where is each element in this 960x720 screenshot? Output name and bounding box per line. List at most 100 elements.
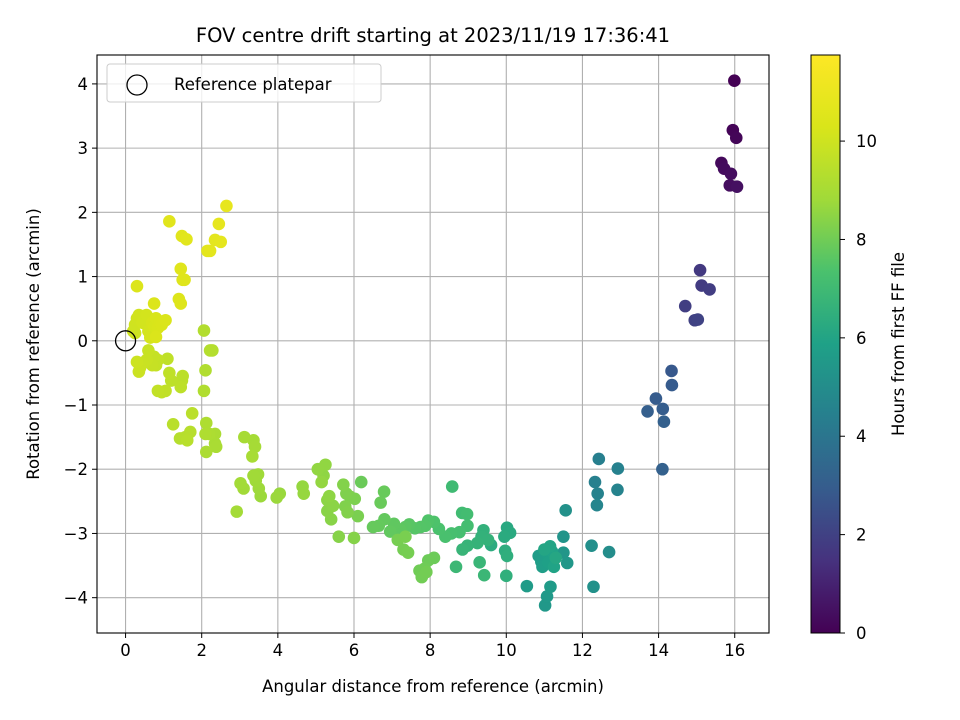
- data-point: [649, 392, 663, 405]
- data-point: [456, 543, 469, 556]
- data-point: [730, 180, 744, 193]
- data-point: [174, 297, 188, 310]
- y-tick-label: 3: [78, 139, 89, 158]
- data-point: [449, 560, 463, 574]
- data-point: [728, 74, 741, 87]
- x-tick-label: 14: [648, 641, 669, 660]
- data-point: [445, 480, 459, 493]
- data-point: [209, 440, 223, 454]
- data-point: [270, 491, 284, 504]
- data-point: [174, 380, 188, 394]
- data-point: [420, 565, 433, 579]
- data-point: [248, 440, 262, 454]
- colorbar: 0 2 4 6 8 10 Hours from first FF file: [810, 54, 908, 643]
- data-point: [665, 378, 679, 392]
- data-point: [657, 415, 671, 429]
- data-point: [151, 384, 165, 398]
- data-point: [311, 462, 325, 476]
- data-point: [149, 330, 163, 344]
- data-point: [693, 263, 707, 277]
- data-point: [540, 590, 554, 603]
- data-point: [132, 365, 146, 378]
- data-point: [199, 416, 213, 430]
- colorbar-ticks: 0 2 4 6 8 10: [840, 132, 877, 643]
- y-tick-label: 1: [78, 268, 89, 287]
- colorbar-tick-label: 0: [856, 624, 867, 643]
- data-point: [163, 366, 176, 380]
- data-point: [166, 417, 180, 431]
- data-point: [247, 469, 260, 482]
- x-tick-label: 16: [724, 641, 745, 660]
- data-point: [337, 478, 350, 491]
- y-tick-label: 2: [78, 203, 89, 222]
- data-point: [473, 556, 486, 569]
- data-point: [585, 539, 598, 552]
- data-point: [322, 489, 336, 503]
- data-point: [544, 580, 557, 594]
- data-point: [549, 551, 563, 565]
- data-point: [592, 452, 606, 466]
- data-point: [159, 313, 172, 327]
- data-point: [180, 233, 193, 246]
- data-point: [203, 344, 217, 357]
- data-point: [180, 434, 194, 447]
- colorbar-tick-label: 6: [856, 329, 867, 348]
- data-point: [234, 477, 247, 490]
- chart-title: FOV centre drift starting at 2023/11/19 …: [196, 24, 670, 47]
- data-point: [460, 507, 474, 521]
- data-point: [230, 505, 244, 518]
- data-point: [374, 496, 387, 509]
- x-tick-label: 6: [349, 641, 360, 660]
- data-point: [214, 235, 228, 249]
- reference-platepar-point: [114, 330, 137, 352]
- data-point: [199, 364, 212, 377]
- data-point: [220, 199, 233, 213]
- data-point: [729, 131, 743, 145]
- data-point: [366, 520, 380, 534]
- y-tick-label: −3: [64, 524, 88, 543]
- data-point: [246, 450, 259, 463]
- colorbar-tick-label: 10: [856, 132, 877, 151]
- x-tick-label: 8: [425, 641, 436, 660]
- y-tick-label: −1: [64, 396, 88, 415]
- reference-marker: [114, 330, 137, 352]
- x-axis-label: Angular distance from reference (arcmin): [262, 677, 604, 696]
- data-point: [656, 462, 669, 476]
- data-point: [351, 509, 365, 523]
- data-point: [587, 580, 600, 594]
- legend: Reference platepar: [106, 63, 382, 103]
- data-point: [691, 313, 705, 326]
- legend-entry-label: Reference platepar: [174, 75, 332, 94]
- data-point: [332, 530, 346, 543]
- x-tick-label: 2: [196, 641, 207, 660]
- data-point: [401, 546, 415, 560]
- y-tick-label: 0: [78, 332, 89, 351]
- data-point: [724, 167, 738, 181]
- legend-marker-open-circle: [126, 74, 148, 96]
- data-point: [703, 283, 716, 296]
- data-point: [197, 324, 211, 337]
- data-point: [163, 215, 176, 228]
- data-point: [161, 352, 174, 366]
- data-point: [383, 525, 397, 538]
- data-point: [477, 568, 491, 582]
- data-point: [377, 485, 391, 499]
- data-point: [130, 355, 144, 369]
- data-point: [559, 504, 572, 517]
- data-point: [471, 536, 484, 550]
- data-point: [678, 299, 692, 313]
- data-point: [341, 505, 354, 519]
- legend-box: [106, 63, 382, 103]
- colorbar-tick-label: 2: [856, 526, 867, 545]
- data-point: [641, 405, 654, 418]
- y-axis-label: Rotation from reference (arcmin): [24, 208, 43, 480]
- data-point: [185, 407, 199, 420]
- x-tick-label: 4: [273, 641, 284, 660]
- data-point: [197, 384, 211, 398]
- y-tick-label: 4: [78, 75, 89, 94]
- grid-lines: [97, 55, 769, 633]
- data-point: [399, 530, 412, 543]
- data-point: [591, 487, 604, 500]
- data-point: [590, 498, 604, 512]
